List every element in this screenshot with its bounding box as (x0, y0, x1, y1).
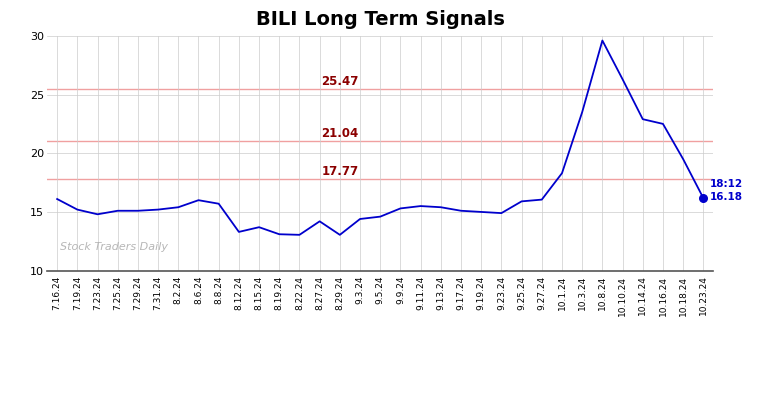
Title: BILI Long Term Signals: BILI Long Term Signals (256, 10, 505, 29)
Text: 21.04: 21.04 (321, 127, 358, 140)
Text: Stock Traders Daily: Stock Traders Daily (60, 242, 169, 252)
Point (697, 195, 710, 201)
Text: 17.77: 17.77 (321, 165, 358, 178)
Text: 25.47: 25.47 (321, 75, 358, 88)
Text: 16.18: 16.18 (710, 192, 742, 202)
Text: 18:12: 18:12 (710, 179, 742, 189)
